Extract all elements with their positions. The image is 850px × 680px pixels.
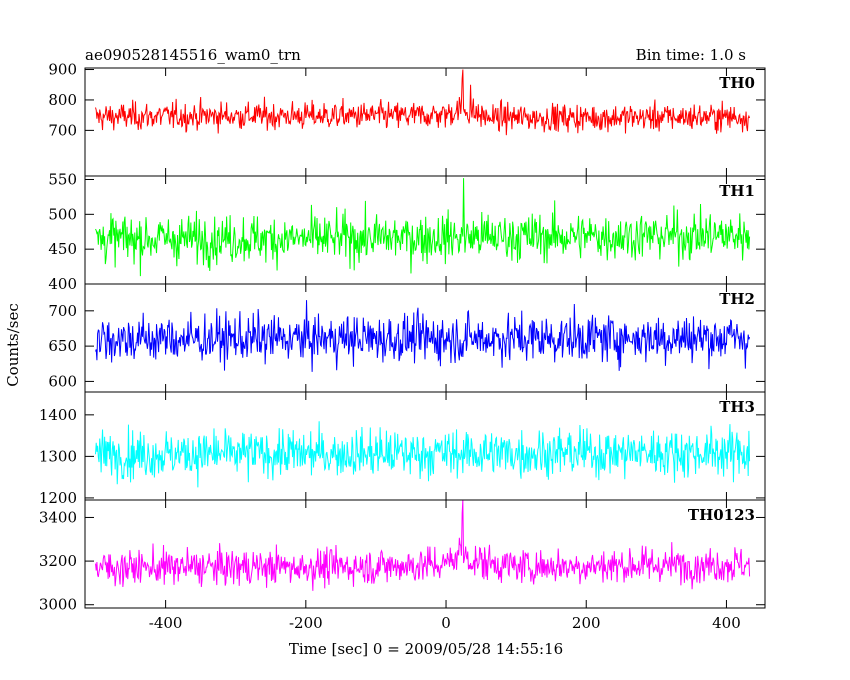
y-tick-label: 700 bbox=[48, 302, 77, 320]
y-tick-label: 650 bbox=[48, 337, 77, 355]
y-tick-label: 550 bbox=[48, 170, 77, 188]
series-line-th3 bbox=[95, 421, 751, 488]
y-tick-label: 600 bbox=[48, 372, 77, 390]
y-tick-label: 500 bbox=[48, 205, 77, 223]
panel-th1: 400 450 500 550 TH1 bbox=[48, 170, 766, 293]
chart-title: ae090528145516_wam0_trn bbox=[85, 46, 301, 64]
panels-group: 700 800 900 TH0 400 450 500 550 TH1 600 650 700 TH2 1… bbox=[39, 61, 766, 632]
panel-frame bbox=[84, 391, 766, 501]
y-tick-label: 3400 bbox=[39, 508, 77, 526]
y-axis-label: Counts/sec bbox=[4, 303, 22, 387]
y-tick-label: 450 bbox=[48, 240, 77, 258]
x-axis-label: Time [sec] 0 = 2009/05/28 14:55:16 bbox=[289, 640, 563, 658]
panel-label: TH1 bbox=[719, 182, 755, 200]
y-tick-label: 3200 bbox=[39, 552, 77, 570]
panel-label: TH3 bbox=[719, 398, 755, 416]
y-tick-label: 400 bbox=[48, 275, 77, 293]
x-tick-label: 200 bbox=[572, 614, 601, 632]
y-tick-label: 3000 bbox=[39, 596, 77, 614]
series-line-th2 bbox=[95, 300, 751, 372]
y-tick-label: 1200 bbox=[39, 489, 77, 507]
panel-th0123: 3000 3200 3400 TH0123 bbox=[39, 499, 766, 614]
y-tick-label: 900 bbox=[48, 61, 77, 79]
series-line-th1 bbox=[95, 178, 751, 277]
y-tick-label: 700 bbox=[48, 121, 77, 139]
panel-label: TH2 bbox=[719, 290, 755, 308]
panel-label: TH0123 bbox=[688, 506, 755, 524]
x-tick-label: 0 bbox=[441, 614, 451, 632]
y-tick-label: 800 bbox=[48, 91, 77, 109]
series-line-th0 bbox=[95, 69, 751, 136]
bin-time-label: Bin time: 1.0 s bbox=[636, 46, 746, 64]
panel-th2: 600 650 700 TH2 bbox=[48, 283, 766, 393]
panel-label: TH0 bbox=[719, 74, 755, 92]
panel-th3: 1200 1300 1400 TH3 bbox=[39, 391, 766, 507]
x-tick-label: 400 bbox=[712, 614, 741, 632]
y-tick-label: 1400 bbox=[39, 406, 77, 424]
series-line-th0123 bbox=[95, 500, 751, 591]
y-tick-label: 1300 bbox=[39, 447, 77, 465]
x-tick-label: -400 bbox=[149, 614, 183, 632]
panel-th0: 700 800 900 TH0 bbox=[48, 61, 766, 177]
panel-frame bbox=[84, 499, 766, 609]
x-tick-label: -200 bbox=[289, 614, 323, 632]
